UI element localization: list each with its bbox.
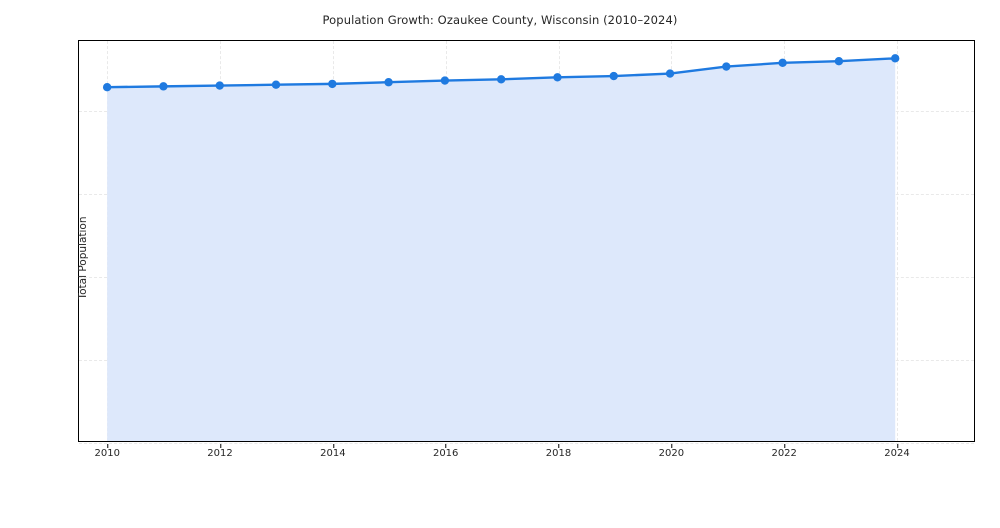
- data-point-marker: [496, 75, 506, 84]
- data-point-marker: [440, 76, 450, 85]
- area-fill: [107, 58, 896, 441]
- vertical-gridline: [897, 41, 899, 441]
- data-point-marker: [553, 73, 562, 82]
- x-axis-tick-mark: [671, 443, 673, 448]
- x-axis-tick-label: 2022: [771, 443, 797, 459]
- data-point-marker: [328, 79, 337, 89]
- data-point-marker: [271, 80, 281, 89]
- x-axis-tick-mark: [332, 443, 334, 448]
- data-point-marker: [891, 54, 900, 63]
- x-axis-tick-mark: [107, 443, 109, 448]
- x-axis-tick-mark: [558, 443, 560, 448]
- chart-title: Population Growth: Ozaukee County, Wisco…: [322, 13, 678, 27]
- x-axis-tick-mark: [784, 443, 786, 448]
- x-axis-tick-label: 2014: [320, 443, 346, 459]
- x-axis-tick-label: 2012: [207, 443, 233, 459]
- x-axis-tick-mark: [445, 443, 447, 448]
- data-point-marker: [834, 57, 844, 66]
- horizontal-gridline: [79, 443, 974, 444]
- x-axis-tick-label: 2010: [94, 443, 120, 459]
- x-axis-tick-label: 2016: [433, 443, 458, 459]
- series-layer: [79, 41, 974, 441]
- data-point-marker: [215, 81, 224, 90]
- chart-figure: Population Growth: Ozaukee County, Wisco…: [77, 13, 975, 459]
- data-point-marker: [384, 78, 393, 87]
- x-axis-tick-label: 2020: [659, 443, 684, 459]
- x-axis-tick-label: 2024: [884, 443, 910, 459]
- x-axis-tick-label: 2018: [546, 443, 571, 459]
- data-point-marker: [665, 69, 675, 78]
- data-point-marker: [102, 83, 112, 92]
- plot-area: Total Population 020,00040,00060,00080,0…: [77, 40, 975, 459]
- data-point-marker: [778, 58, 787, 68]
- data-point-marker: [722, 62, 731, 71]
- x-axis-tick-mark: [897, 443, 899, 448]
- x-axis-tick-mark: [220, 443, 222, 448]
- data-point-marker: [159, 82, 168, 91]
- population-area-chart: [102, 54, 900, 441]
- data-point-markers: [102, 54, 900, 92]
- data-point-marker: [609, 71, 618, 81]
